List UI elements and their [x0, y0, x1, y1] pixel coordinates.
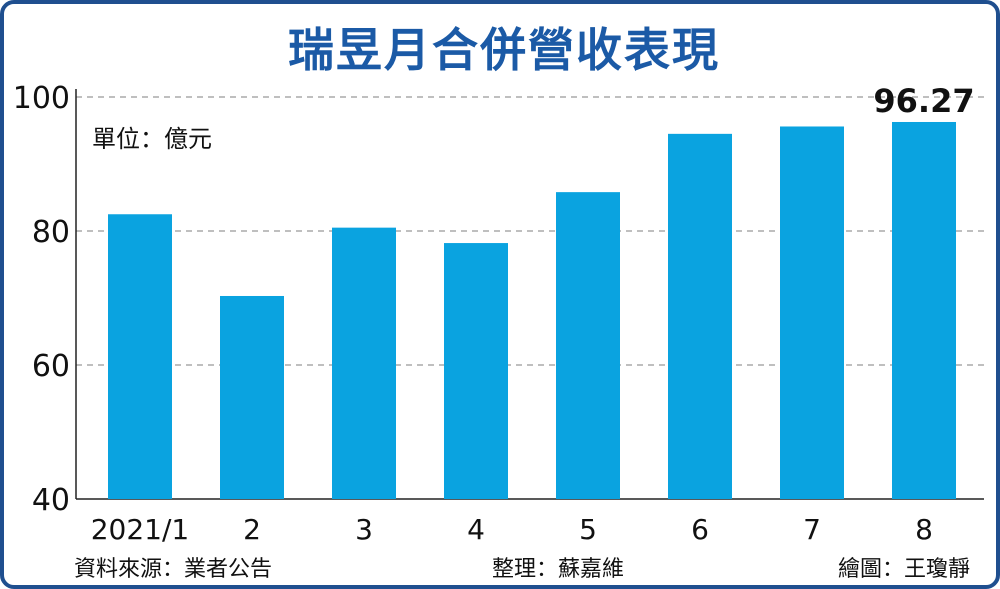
- x-tick-label: 7: [803, 513, 821, 546]
- bar-2: [220, 295, 284, 499]
- editor-note: 整理：蘇嘉維: [492, 557, 625, 582]
- bar-1: [108, 214, 172, 499]
- unit-label: 單位：億元: [92, 125, 212, 153]
- x-tick-label: 5: [579, 513, 597, 546]
- x-tick-label: 2021/1: [91, 513, 190, 546]
- chart-title: 瑞昱月合併營收表現: [288, 23, 720, 77]
- bar-3: [332, 227, 396, 499]
- y-tick-label: 80: [32, 215, 70, 250]
- x-tick-label: 8: [915, 513, 933, 546]
- y-tick-label: 60: [32, 349, 70, 384]
- bar-7: [780, 126, 844, 499]
- data-label: 96.27: [873, 82, 974, 120]
- y-tick-label: 100: [13, 81, 70, 116]
- bar-chart: 40 60 80 100 2021/1 2 3 4 5 6 7 8 96.27: [13, 81, 984, 546]
- x-tick-label: 6: [691, 513, 709, 546]
- bar-5: [556, 192, 620, 499]
- x-tick-label: 4: [467, 513, 485, 546]
- x-tick-label: 2: [243, 513, 261, 546]
- bar-6: [668, 133, 732, 499]
- y-tick-label: 40: [32, 483, 70, 518]
- x-tick-label: 3: [355, 513, 373, 546]
- bar-8: [892, 121, 956, 499]
- bar-4: [444, 243, 508, 499]
- source-note: 資料來源：業者公告: [74, 557, 273, 582]
- artist-note: 繪圖：王瓊靜: [837, 557, 970, 582]
